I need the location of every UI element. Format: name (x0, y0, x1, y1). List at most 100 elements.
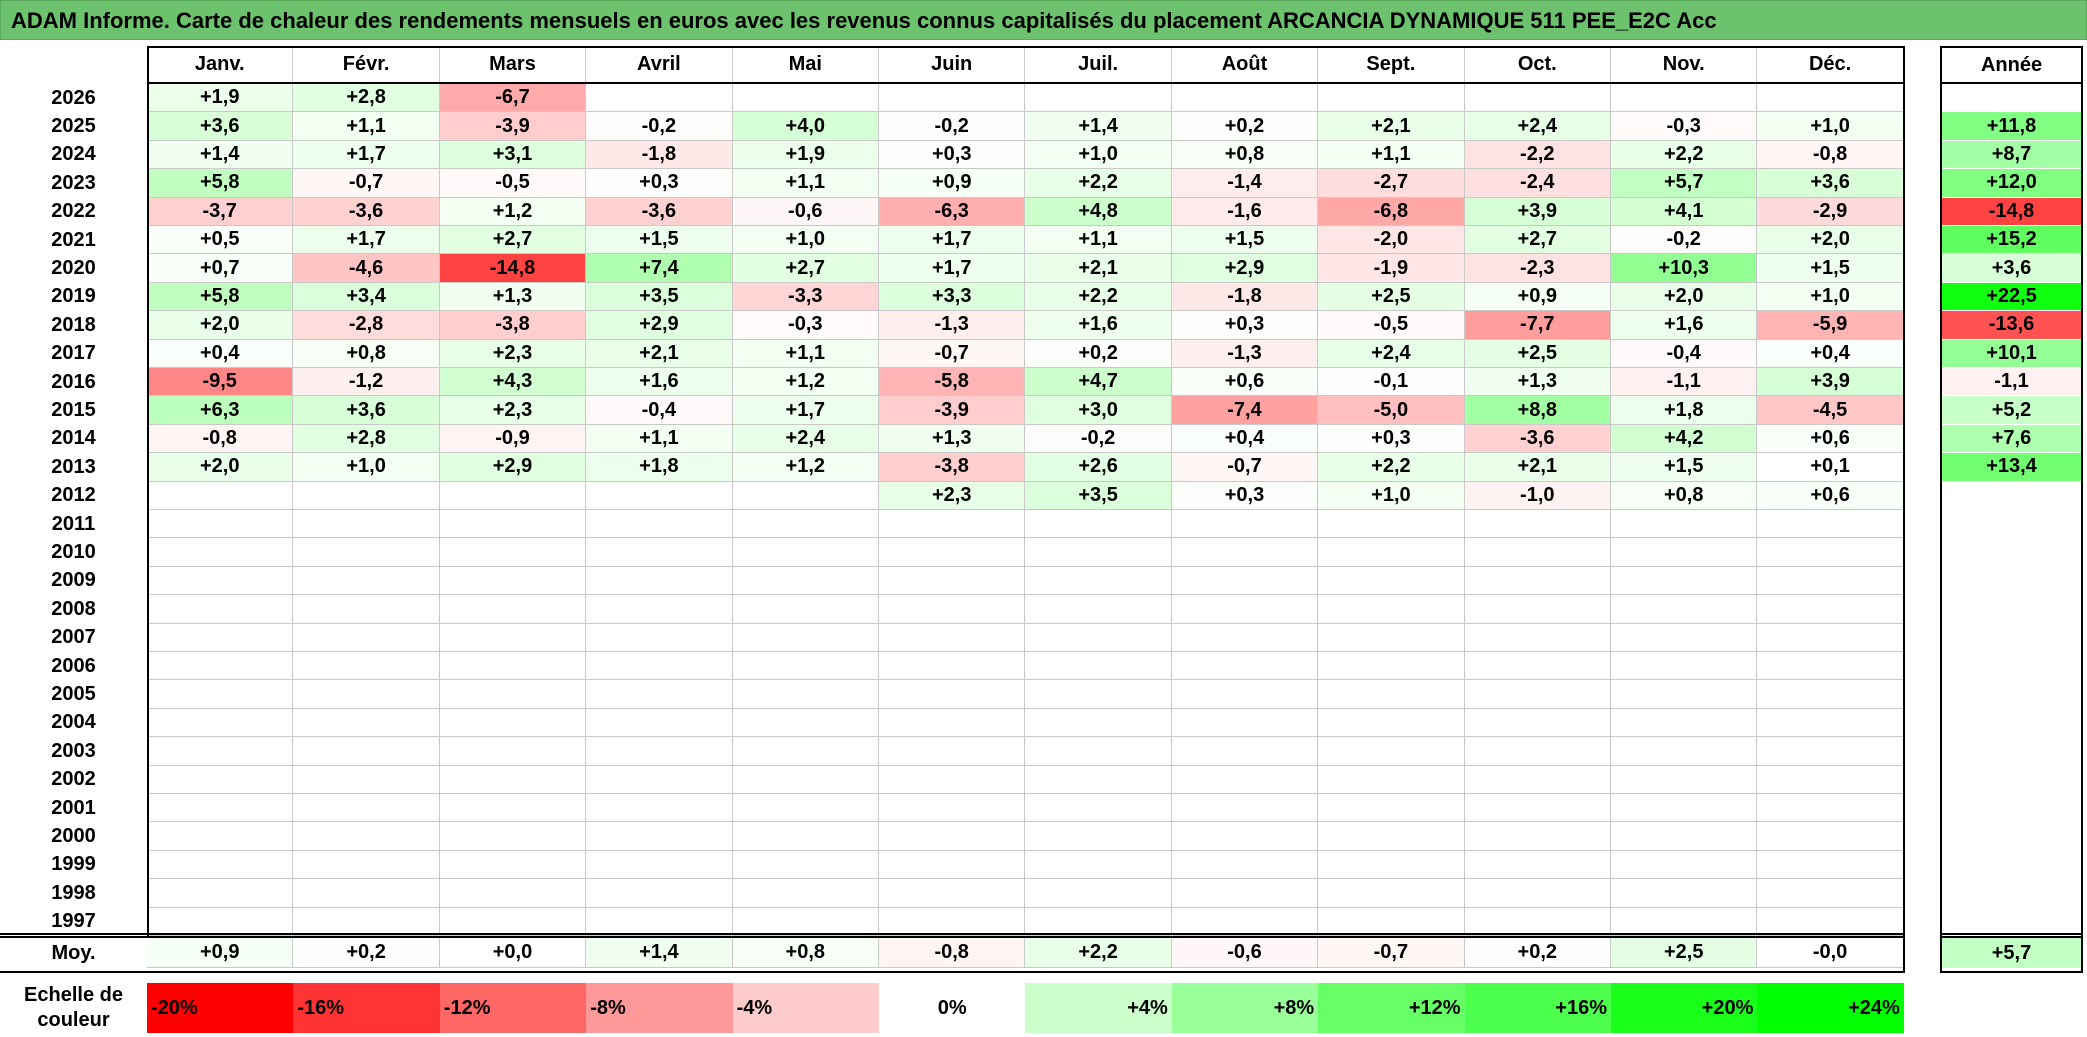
heatmap-cell (1464, 680, 1611, 709)
heatmap-cell (439, 510, 587, 539)
heatmap-cell (1318, 737, 1465, 766)
heatmap-cell: -4,5 (1757, 396, 1904, 425)
heatmap-cell (1025, 566, 1172, 596)
heatmap-cell: +3,5 (1025, 481, 1172, 510)
heatmap-cell: +1,0 (1318, 481, 1465, 510)
heatmap-cell: -2,2 (1464, 140, 1611, 170)
heatmap-cell (293, 481, 440, 510)
heatmap-cell: -0,2 (586, 112, 733, 141)
annual-cell (1940, 765, 2083, 794)
heatmap-cell (586, 84, 733, 113)
heatmap-cell (1025, 538, 1172, 567)
heatmap-cell: +0,3 (586, 169, 733, 198)
heatmap-cell (147, 737, 294, 766)
year-label: 2012 (0, 481, 147, 510)
annual-cell: +10,1 (1940, 339, 2083, 368)
year-label: 2015 (0, 396, 147, 425)
year-label: 2004 (0, 708, 147, 738)
heatmap-cell (1464, 510, 1611, 539)
heatmap-cell (439, 566, 587, 596)
heatmap-cell (1318, 765, 1465, 794)
heatmap-cell (1171, 794, 1319, 823)
heatmap-cell (1464, 566, 1611, 596)
heatmap-cell: +2,1 (1318, 112, 1465, 141)
heatmap-cell: -1,3 (1171, 339, 1319, 368)
heatmap-cell (147, 566, 294, 596)
heatmap-cell (1464, 737, 1611, 766)
heatmap-cell (1025, 879, 1172, 908)
heatmap-cell (147, 481, 294, 510)
heatmap-cell (1171, 708, 1319, 738)
heatmap-cell (293, 708, 440, 738)
heatmap-cell: +10,3 (1611, 254, 1758, 283)
heatmap-cell: +4,1 (1611, 197, 1758, 226)
heatmap-cell: -1,3 (879, 311, 1026, 340)
heatmap-cell: +4,3 (439, 368, 587, 397)
heatmap-cell: +1,4 (1025, 112, 1172, 141)
heatmap-cell: -1,6 (1171, 197, 1319, 226)
heatmap-cell: -0,8 (1757, 140, 1904, 170)
heatmap-cell: -1,2 (293, 368, 440, 397)
heatmap-cell: +1,2 (732, 368, 879, 397)
heatmap-cell: +1,1 (293, 112, 440, 141)
heatmap-cell: -0,3 (732, 311, 879, 340)
heatmap-cell (1171, 680, 1319, 709)
heatmap-cell: +0,8 (1171, 140, 1319, 170)
heatmap-cell (293, 595, 440, 624)
heatmap-cell: -0,4 (586, 396, 733, 425)
annual-cell: +3,6 (1940, 254, 2083, 283)
year-label: 2024 (0, 140, 147, 170)
heatmap-cell (439, 708, 587, 738)
heatmap-cell (1318, 850, 1465, 880)
heatmap-cell: -6,8 (1318, 197, 1465, 226)
year-label: 2022 (0, 197, 147, 226)
year-label: 2018 (0, 311, 147, 340)
heatmap-cell (1025, 84, 1172, 113)
heatmap-cell: +1,5 (1611, 453, 1758, 482)
heatmap-cell (1025, 765, 1172, 794)
heatmap-cell (879, 538, 1026, 567)
average-cell: +0,2 (1464, 938, 1611, 968)
heatmap-cell: +1,9 (147, 84, 294, 113)
heatmap-cell (1611, 907, 1758, 936)
heatmap-cell (879, 879, 1026, 908)
heatmap-cell: -4,6 (293, 254, 440, 283)
report-title: ADAM Informe. Carte de chaleur des rende… (0, 0, 2087, 40)
heatmap-cell (879, 652, 1026, 681)
heatmap-cell: +1,5 (586, 226, 733, 255)
annual-cell: -14,8 (1940, 197, 2083, 226)
heatmap-cell: +0,6 (1171, 368, 1319, 397)
heatmap-cell (147, 907, 294, 936)
heatmap-cell (1318, 84, 1465, 113)
heatmap-cell (1757, 879, 1904, 908)
heatmap-cell: +2,3 (439, 339, 587, 368)
heatmap-cell (879, 794, 1026, 823)
heatmap-cell: +2,2 (1611, 140, 1758, 170)
heatmap-cell (1171, 566, 1319, 596)
heatmap-cell: +4,8 (1025, 197, 1172, 226)
heatmap-cell: +1,0 (1757, 282, 1904, 312)
heatmap-cell (879, 907, 1026, 936)
annual-cell: +15,2 (1940, 226, 2083, 255)
heatmap-cell: +5,8 (147, 282, 294, 312)
heatmap-cell: -1,8 (1171, 282, 1319, 312)
heatmap-cell: +3,9 (1757, 368, 1904, 397)
heatmap-cell (293, 538, 440, 567)
heatmap-cell (1025, 737, 1172, 766)
heatmap-cell: +2,1 (586, 339, 733, 368)
heatmap-cell: +2,2 (1025, 282, 1172, 312)
heatmap-cell: +0,1 (1757, 453, 1904, 482)
month-header: Avril (586, 46, 733, 84)
annual-cell: -13,6 (1940, 311, 2083, 340)
heatmap-cell (586, 879, 733, 908)
heatmap-cell: +2,8 (293, 84, 440, 113)
month-header: Janv. (147, 46, 294, 84)
heatmap-cell (1757, 510, 1904, 539)
heatmap-cell (439, 623, 587, 652)
heatmap-cell (879, 566, 1026, 596)
heatmap-cell (879, 708, 1026, 738)
heatmap-cell: +0,6 (1757, 481, 1904, 510)
heatmap-cell (147, 595, 294, 624)
heatmap-cell (1464, 84, 1611, 113)
color-scale-swatch: -16% (293, 983, 440, 1033)
